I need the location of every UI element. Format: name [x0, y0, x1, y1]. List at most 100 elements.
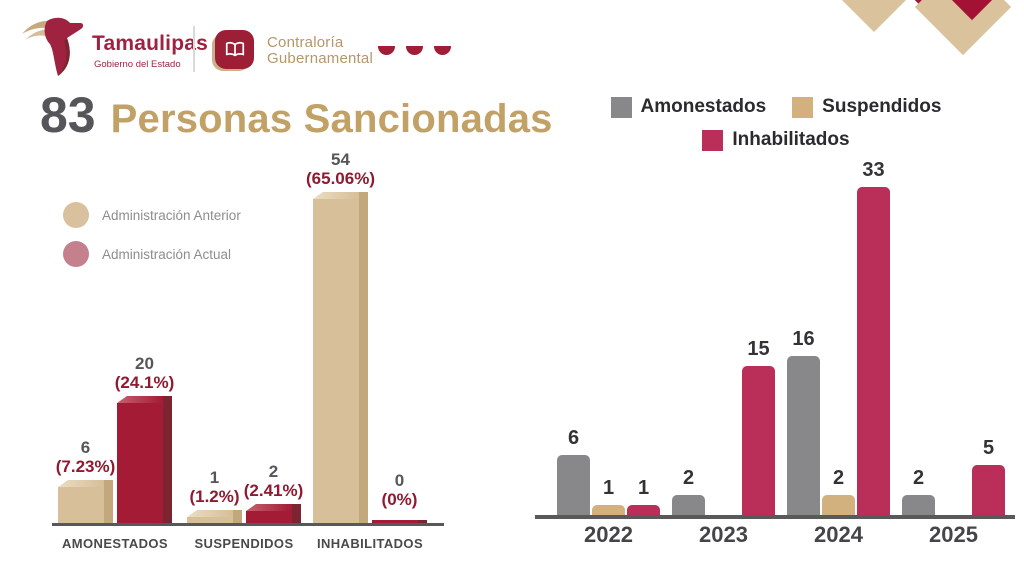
bar-value-label: 15 [747, 338, 770, 360]
org-name: Contraloría Gubernamental [267, 33, 373, 67]
year-group-2024: 16 2 33 [786, 88, 891, 515]
right-chart-legend: Amonestados Suspendidos Inhabilitados [535, 96, 1017, 151]
bar-value-label: 6 (7.23%) [26, 438, 146, 476]
bar-2022-inhabilitados [627, 505, 660, 515]
bar-value: 20 [135, 353, 154, 373]
legend-item-administracion-actual: Administración Actual [63, 241, 241, 267]
bar-inhabilitados-serie-0 [313, 192, 368, 523]
bar-value-label: 16 [792, 328, 815, 350]
bar-value-label: 1 [602, 477, 615, 499]
title-number: 83 [40, 87, 96, 143]
year-label-2023: 2023 [699, 522, 748, 547]
category-label-suspendidos: SUSPENDIDOS [194, 536, 294, 551]
legend-dot-actual [63, 241, 89, 267]
bar-value-label: 5 [982, 437, 995, 459]
legend-label: Administración Anterior [102, 207, 241, 223]
brand-name: Tamaulipas [92, 32, 208, 55]
legend-swatch-amonestados [610, 96, 632, 118]
legend-item-inhabilitados: Inhabilitados [702, 129, 850, 151]
bar-value: 2 [268, 461, 279, 481]
logo-divider [193, 26, 195, 72]
dot-icon [434, 46, 451, 55]
left-chart-legend: Administración Anterior Administración A… [63, 202, 241, 267]
left-chart-plot-area: 6 (7.23%) 20 (24.1%) 1 (1.2%) 2 (2.41%) 54 (65.06… [42, 140, 462, 526]
brand-subtitle: Gobierno del Estado [94, 59, 181, 70]
bar-percent: (7.23%) [55, 456, 116, 476]
bar-value-label: 2 [832, 467, 845, 489]
chart-sanctions-by-year: Amonestados Suspendidos Inhabilitados 6 1… [535, 88, 1017, 558]
bar-value: 0 [394, 470, 405, 490]
bar-suspendidos-serie-0 [187, 510, 242, 523]
bar-2024-suspendidos [822, 495, 855, 515]
dot-icon [378, 46, 395, 55]
legend-item-amonestados: Amonestados [610, 96, 767, 118]
bar-percent: (2.41%) [243, 480, 304, 500]
bar-2024-inhabilitados [857, 187, 890, 515]
legend-swatch-suspendidos [792, 96, 814, 118]
bar-2022-amonestados [557, 455, 590, 515]
year-label-2024: 2024 [814, 522, 863, 547]
bar-2023-inhabilitados [742, 366, 775, 515]
bar-value-label: 1 (1.2%) [155, 468, 275, 506]
year-label-2025: 2025 [929, 522, 978, 547]
bar-value-label: 6 [567, 427, 580, 449]
legend-label: Administración Actual [102, 246, 232, 262]
bar-percent: (65.06%) [306, 168, 375, 188]
bar-amonestados-serie-1 [117, 396, 172, 523]
year-group-2023: 2 15 [671, 88, 776, 515]
bar-2024-amonestados [787, 356, 820, 515]
bar-percent: (1.2%) [189, 486, 240, 506]
legend-label: Inhabilitados [732, 129, 850, 150]
org-name-line1: Contraloría [267, 33, 344, 51]
chart-sanctions-by-type: Administración Anterior Administración A… [42, 140, 472, 560]
legend-row: Amonestados Suspendidos [610, 96, 941, 118]
legend-label: Suspendidos [822, 96, 942, 117]
bar-value-label: 2 (2.41%) [214, 462, 334, 500]
three-dots-icon [378, 46, 451, 55]
legend-swatch-inhabilitados [702, 129, 724, 151]
bar-value-label: 33 [862, 159, 885, 181]
bar-value: 1 [209, 467, 220, 487]
title-text: Personas Sancionadas [110, 97, 553, 141]
bar-value: 54 [331, 149, 350, 169]
tamaulipas-logo-icon [22, 17, 84, 77]
bar-suspendidos-serie-1 [246, 504, 301, 523]
page-title: 83 Personas Sancionadas [40, 86, 553, 144]
right-chart-x-axis [535, 515, 1015, 519]
dot-icon [406, 46, 423, 55]
year-label-2022: 2022 [584, 522, 633, 547]
legend-dot-anterior [63, 202, 89, 228]
legend-item-administracion-anterior: Administración Anterior [63, 202, 241, 228]
bar-2023-amonestados [672, 495, 705, 515]
bar-percent: (24.1%) [114, 372, 175, 392]
right-chart-plot-area: 6 1 1 2 15 16 2 33 2 5 [535, 88, 1015, 519]
org-icon-wrap [212, 30, 256, 71]
left-chart-category-labels: AMONESTADOS SUSPENDIDOS INHABILITADOS [42, 536, 472, 552]
bar-value-label: 2 [682, 467, 695, 489]
bar-value-label: 1 [637, 477, 650, 499]
left-chart-x-axis [52, 523, 444, 526]
bar-value-label: 54 (65.06%) [281, 150, 401, 188]
bar-amonestados-serie-0 [58, 480, 113, 523]
category-label-inhabilitados: INHABILITADOS [316, 536, 424, 551]
category-label-amonestados: AMONESTADOS [62, 536, 168, 551]
bar-value: 6 [80, 437, 91, 457]
org-logo-block: Contraloría Gubernamental [212, 30, 373, 71]
bar-value-label: 20 (24.1%) [85, 354, 205, 392]
bar-inhabilitados-serie-1 [372, 520, 427, 523]
org-name-line2: Gubernamental [267, 49, 373, 67]
bar-2025-inhabilitados [972, 465, 1005, 515]
legend-item-suspendidos: Suspendidos [792, 96, 941, 118]
bar-2025-amonestados [902, 495, 935, 515]
legend-label: Amonestados [640, 96, 767, 117]
book-icon [215, 30, 254, 69]
bar-2022-suspendidos [592, 505, 625, 515]
bar-value-label: 0 (0%) [340, 471, 460, 509]
brand-text: Tamaulipas Gobierno del Estado [92, 32, 208, 70]
bar-value-label: 2 [912, 467, 925, 489]
legend-row: Inhabilitados [702, 129, 850, 151]
bar-percent: (0%) [381, 489, 418, 509]
